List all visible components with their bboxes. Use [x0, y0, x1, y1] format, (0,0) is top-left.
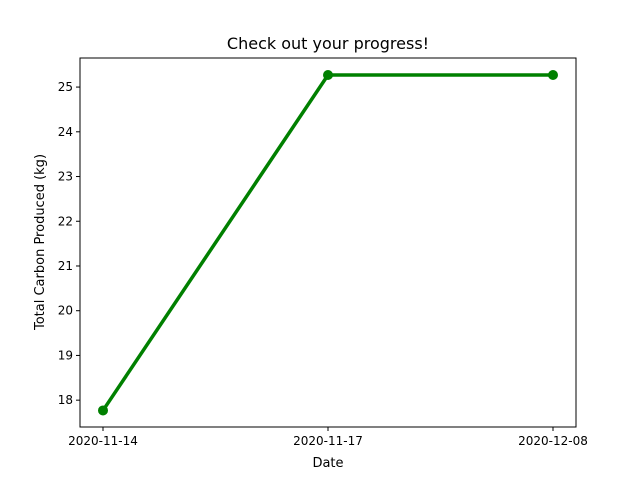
x-axis: 2020-11-14 2020-11-17 2020-12-08 — [68, 427, 588, 448]
y-axis-label: Total Carbon Produced (kg) — [33, 154, 48, 331]
plot-area — [98, 69, 558, 416]
y-tick-label: 20 — [58, 304, 73, 318]
y-tick-label: 18 — [58, 393, 73, 407]
axes-frame — [79, 57, 577, 428]
x-axis-label: Date — [312, 456, 343, 471]
data-point — [98, 405, 108, 416]
y-tick-label: 19 — [58, 348, 73, 362]
data-point — [323, 69, 333, 80]
y-tick-label: 22 — [58, 214, 73, 228]
series-line — [101, 73, 555, 413]
x-tick-label: 2020-11-17 — [293, 434, 363, 448]
y-tick-label: 24 — [58, 125, 73, 139]
y-axis: 18 19 20 21 22 23 24 25 — [58, 80, 80, 407]
data-point — [548, 69, 558, 80]
y-tick-label: 23 — [58, 170, 73, 184]
x-tick-label: 2020-12-08 — [518, 434, 588, 448]
chart-title: Check out your progress! — [227, 34, 429, 53]
y-tick-label: 21 — [58, 259, 73, 273]
y-tick-label: 25 — [58, 80, 73, 94]
x-tick-label: 2020-11-14 — [68, 434, 138, 448]
